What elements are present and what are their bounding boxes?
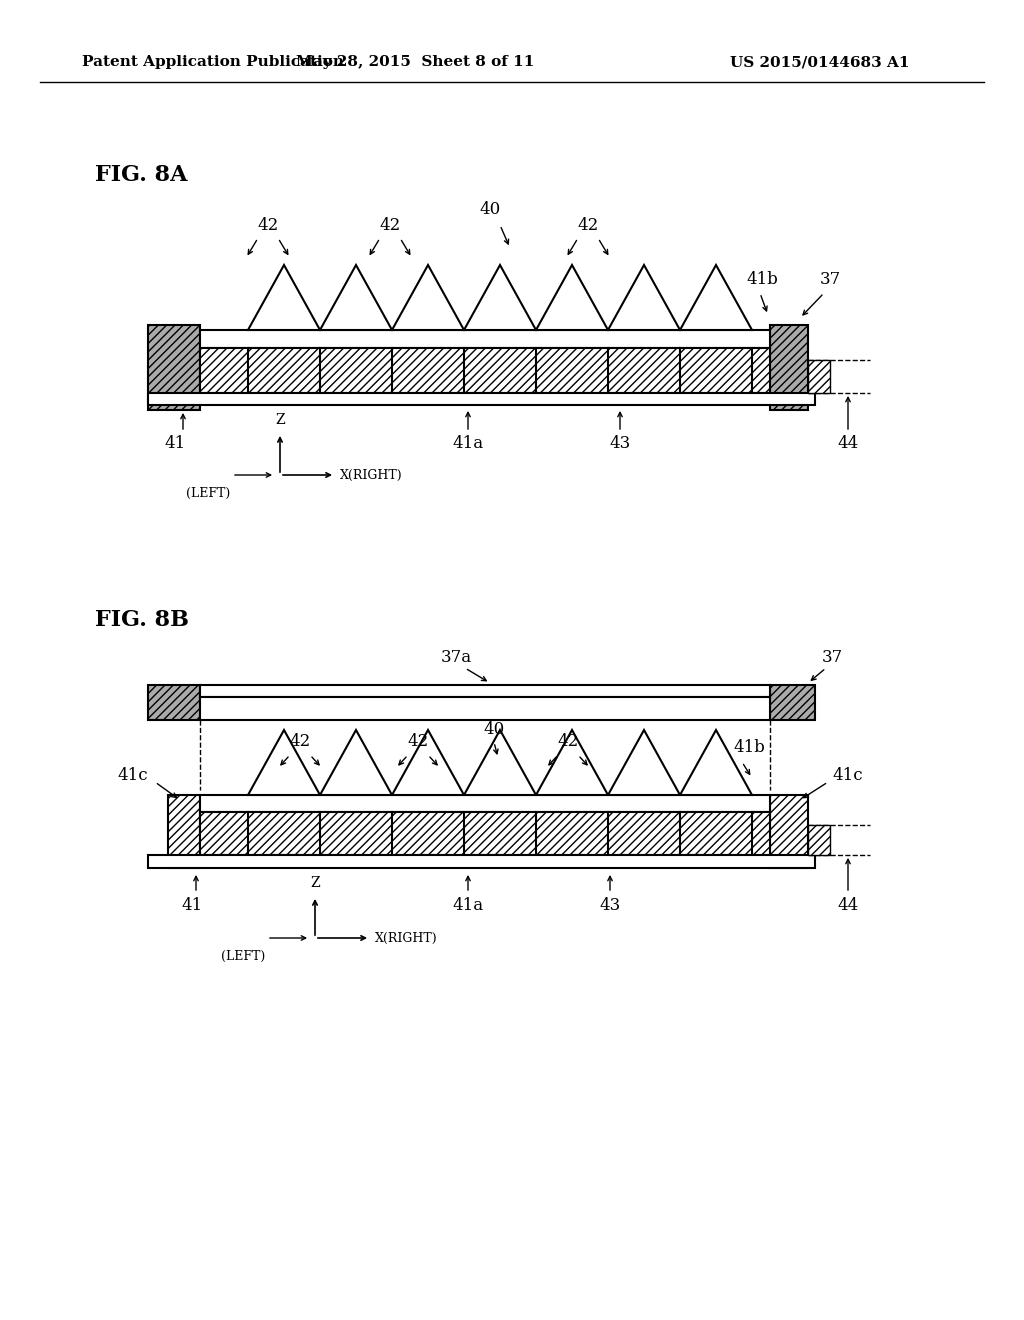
Text: 43: 43 bbox=[609, 434, 631, 451]
Bar bbox=[148, 685, 200, 719]
Bar bbox=[200, 697, 770, 719]
Bar bbox=[148, 325, 200, 411]
Polygon shape bbox=[319, 730, 392, 795]
Text: X(RIGHT): X(RIGHT) bbox=[375, 932, 437, 945]
Bar bbox=[200, 348, 770, 393]
Text: 40: 40 bbox=[483, 722, 505, 738]
Text: X(RIGHT): X(RIGHT) bbox=[340, 469, 402, 482]
Polygon shape bbox=[248, 265, 319, 330]
Bar bbox=[770, 685, 815, 719]
Bar bbox=[200, 795, 770, 812]
Polygon shape bbox=[608, 730, 680, 795]
Text: 41b: 41b bbox=[733, 739, 765, 756]
Text: Z: Z bbox=[310, 876, 319, 890]
Polygon shape bbox=[248, 730, 319, 795]
Text: FIG. 8B: FIG. 8B bbox=[95, 609, 189, 631]
Text: (LEFT): (LEFT) bbox=[221, 950, 265, 964]
Text: 43: 43 bbox=[599, 896, 621, 913]
Bar bbox=[808, 360, 830, 393]
Text: Z: Z bbox=[275, 413, 285, 426]
Text: 44: 44 bbox=[838, 434, 859, 451]
Bar bbox=[148, 855, 815, 869]
Polygon shape bbox=[536, 730, 608, 795]
Polygon shape bbox=[392, 265, 464, 330]
Text: 41c: 41c bbox=[118, 767, 148, 784]
Text: 41b: 41b bbox=[746, 272, 778, 289]
Text: Patent Application Publication: Patent Application Publication bbox=[82, 55, 344, 69]
Bar bbox=[168, 795, 200, 869]
Text: 42: 42 bbox=[557, 734, 579, 751]
Text: 42: 42 bbox=[290, 734, 310, 751]
Text: 42: 42 bbox=[379, 216, 400, 234]
Bar bbox=[148, 393, 815, 405]
Bar bbox=[770, 795, 808, 869]
Text: 41a: 41a bbox=[453, 434, 483, 451]
Text: 41c: 41c bbox=[831, 767, 862, 784]
Text: US 2015/0144683 A1: US 2015/0144683 A1 bbox=[730, 55, 909, 69]
Text: 42: 42 bbox=[257, 216, 279, 234]
Text: FIG. 8A: FIG. 8A bbox=[95, 164, 187, 186]
Polygon shape bbox=[536, 265, 608, 330]
Polygon shape bbox=[680, 265, 752, 330]
Bar bbox=[200, 685, 770, 697]
Bar bbox=[808, 825, 830, 855]
Text: 41: 41 bbox=[165, 434, 185, 451]
Polygon shape bbox=[608, 265, 680, 330]
Text: 37a: 37a bbox=[440, 648, 472, 665]
Text: 41: 41 bbox=[181, 896, 203, 913]
Text: 41a: 41a bbox=[453, 896, 483, 913]
Polygon shape bbox=[464, 265, 536, 330]
Bar bbox=[200, 330, 770, 348]
Text: May 28, 2015  Sheet 8 of 11: May 28, 2015 Sheet 8 of 11 bbox=[296, 55, 535, 69]
Bar bbox=[200, 812, 770, 855]
Polygon shape bbox=[464, 730, 536, 795]
Text: 37: 37 bbox=[820, 272, 842, 289]
Text: 42: 42 bbox=[408, 734, 429, 751]
Polygon shape bbox=[680, 730, 752, 795]
Text: 37: 37 bbox=[822, 648, 843, 665]
Polygon shape bbox=[319, 265, 392, 330]
Text: 42: 42 bbox=[578, 216, 599, 234]
Text: 40: 40 bbox=[479, 202, 501, 219]
Text: (LEFT): (LEFT) bbox=[185, 487, 230, 500]
Bar bbox=[770, 325, 808, 411]
Text: 44: 44 bbox=[838, 896, 859, 913]
Polygon shape bbox=[392, 730, 464, 795]
